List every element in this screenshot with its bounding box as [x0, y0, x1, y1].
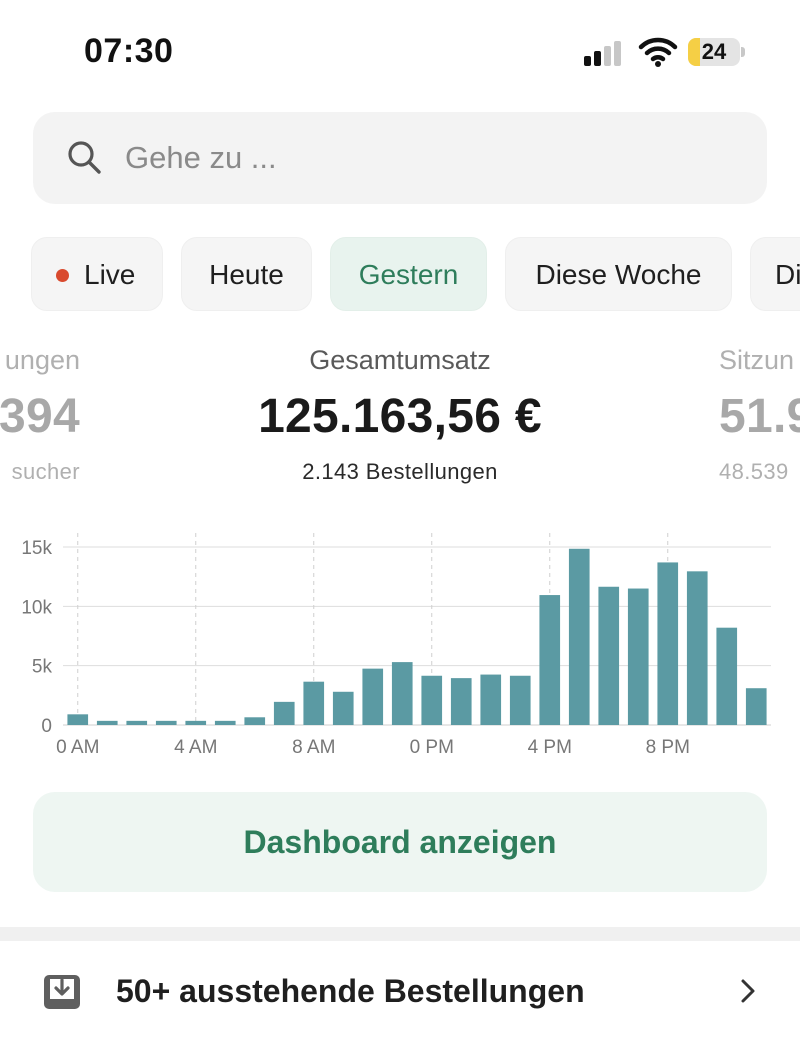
chart-bar — [686, 571, 708, 725]
x-tick-label: 4 PM — [528, 737, 572, 758]
x-tick-label: 0 AM — [56, 737, 99, 758]
metric-left-sub: sucher — [11, 459, 80, 484]
chip-heute-label: Heute — [209, 259, 284, 290]
metric-card-total-sales[interactable]: Gesamtumsatz 125.163,56 € 2.143 Bestellu… — [220, 340, 580, 490]
chart-bar — [303, 681, 325, 725]
wifi-icon — [638, 37, 678, 67]
x-tick-label: 0 PM — [410, 737, 454, 758]
chip-gestern[interactable]: Gestern — [330, 237, 487, 311]
metrics-carousel[interactable]: ungen 394 sucher Gesamtumsatz 125.163,56… — [0, 340, 800, 500]
metric-right-label: Sitzun — [719, 345, 795, 375]
chart-bar — [745, 688, 767, 725]
chip-live-label: Live — [84, 259, 136, 290]
metric-card-right[interactable]: Sitzun 51.9 48.539 — [719, 340, 800, 490]
chart-bar — [657, 562, 679, 725]
status-bar: 07:30 24 — [0, 0, 800, 100]
chart-bar — [480, 674, 502, 725]
dashboard-button[interactable]: Dashboard anzeigen — [33, 792, 767, 892]
chip-diese-woche[interactable]: Diese Woche — [505, 237, 732, 311]
chart-bar — [509, 675, 531, 725]
search-icon — [68, 141, 101, 174]
search-bar[interactable] — [33, 112, 767, 204]
metric-total-sales-orders: 2.143 Bestellungen — [302, 459, 498, 484]
x-tick-label: 8 PM — [646, 737, 690, 758]
chip-partial-label: Di — [775, 259, 800, 290]
chip-diese-woche-label: Diese Woche — [535, 259, 702, 290]
chart-bar — [421, 675, 443, 725]
period-filter-chips: Live Heute Gestern Diese Woche Di — [0, 237, 800, 311]
chart-bar — [155, 720, 177, 725]
chart-bar — [96, 720, 118, 725]
chart-bar — [598, 586, 620, 725]
live-dot-icon — [56, 269, 69, 282]
chip-heute[interactable]: Heute — [181, 237, 312, 311]
x-tick-label: 8 AM — [292, 737, 335, 758]
chart-bar — [362, 668, 384, 725]
chart-bar — [568, 548, 590, 725]
y-tick-label: 5k — [32, 657, 53, 678]
pending-orders-row[interactable]: 50+ ausstehende Bestellungen — [0, 941, 800, 1041]
metric-left-value: 394 — [0, 390, 80, 443]
chart-bar — [214, 720, 236, 725]
metric-left-label: ungen — [4, 345, 80, 375]
metric-card-left[interactable]: ungen 394 sucher — [0, 340, 80, 490]
chart-bar — [627, 588, 649, 725]
metric-total-sales-value: 125.163,56 € — [258, 390, 542, 443]
metric-right-value: 51.9 — [719, 390, 800, 443]
search-input[interactable] — [125, 112, 725, 204]
chart-bar — [244, 717, 266, 725]
y-tick-label: 15k — [21, 538, 52, 559]
status-time: 07:30 — [84, 32, 174, 70]
chart-bar — [67, 714, 89, 725]
battery-icon: 24 — [688, 38, 745, 66]
x-tick-label: 4 AM — [174, 737, 217, 758]
chart-bar — [716, 627, 738, 725]
chart-bar — [332, 691, 354, 725]
y-tick-label: 10k — [21, 597, 52, 618]
chart-bar — [126, 720, 148, 725]
pending-orders-label: 50+ ausstehende Bestellungen — [116, 973, 585, 1009]
hourly-sales-chart: 0 5k 10k 15k 0 AM 4 AM 8 AM 0 PM 4 PM 8 PM — [21, 533, 771, 758]
chip-gestern-label: Gestern — [358, 259, 459, 290]
metric-total-sales-label: Gesamtumsatz — [309, 345, 491, 375]
chart-bar — [391, 662, 413, 725]
y-tick-label: 0 — [41, 716, 52, 737]
chart-bar — [450, 678, 472, 725]
signal-icon — [584, 40, 628, 66]
inbox-download-icon — [44, 975, 80, 1009]
chart-bar — [273, 701, 295, 725]
battery-level: 24 — [701, 39, 727, 64]
chip-live[interactable]: Live — [31, 237, 163, 311]
chevron-right-icon — [741, 979, 755, 1003]
chart-bar — [539, 595, 561, 725]
section-divider — [0, 927, 800, 941]
chart-bar — [185, 720, 207, 725]
metric-right-sub: 48.539 — [719, 459, 789, 484]
chip-partial[interactable]: Di — [750, 237, 800, 311]
